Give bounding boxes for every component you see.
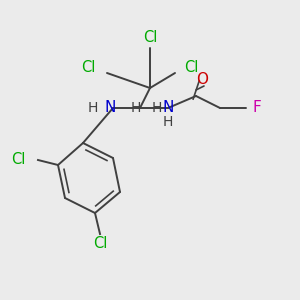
Text: H: H <box>152 101 162 115</box>
Text: Cl: Cl <box>143 31 157 46</box>
Text: F: F <box>252 100 261 116</box>
Text: Cl: Cl <box>93 236 107 251</box>
Text: Cl: Cl <box>12 152 26 167</box>
Text: O: O <box>196 73 208 88</box>
Text: H: H <box>88 101 98 115</box>
Text: Cl: Cl <box>82 59 96 74</box>
Text: N: N <box>104 100 116 116</box>
Text: H: H <box>163 115 173 129</box>
Text: N: N <box>162 100 174 116</box>
Text: Cl: Cl <box>184 59 198 74</box>
Text: H: H <box>131 101 141 115</box>
